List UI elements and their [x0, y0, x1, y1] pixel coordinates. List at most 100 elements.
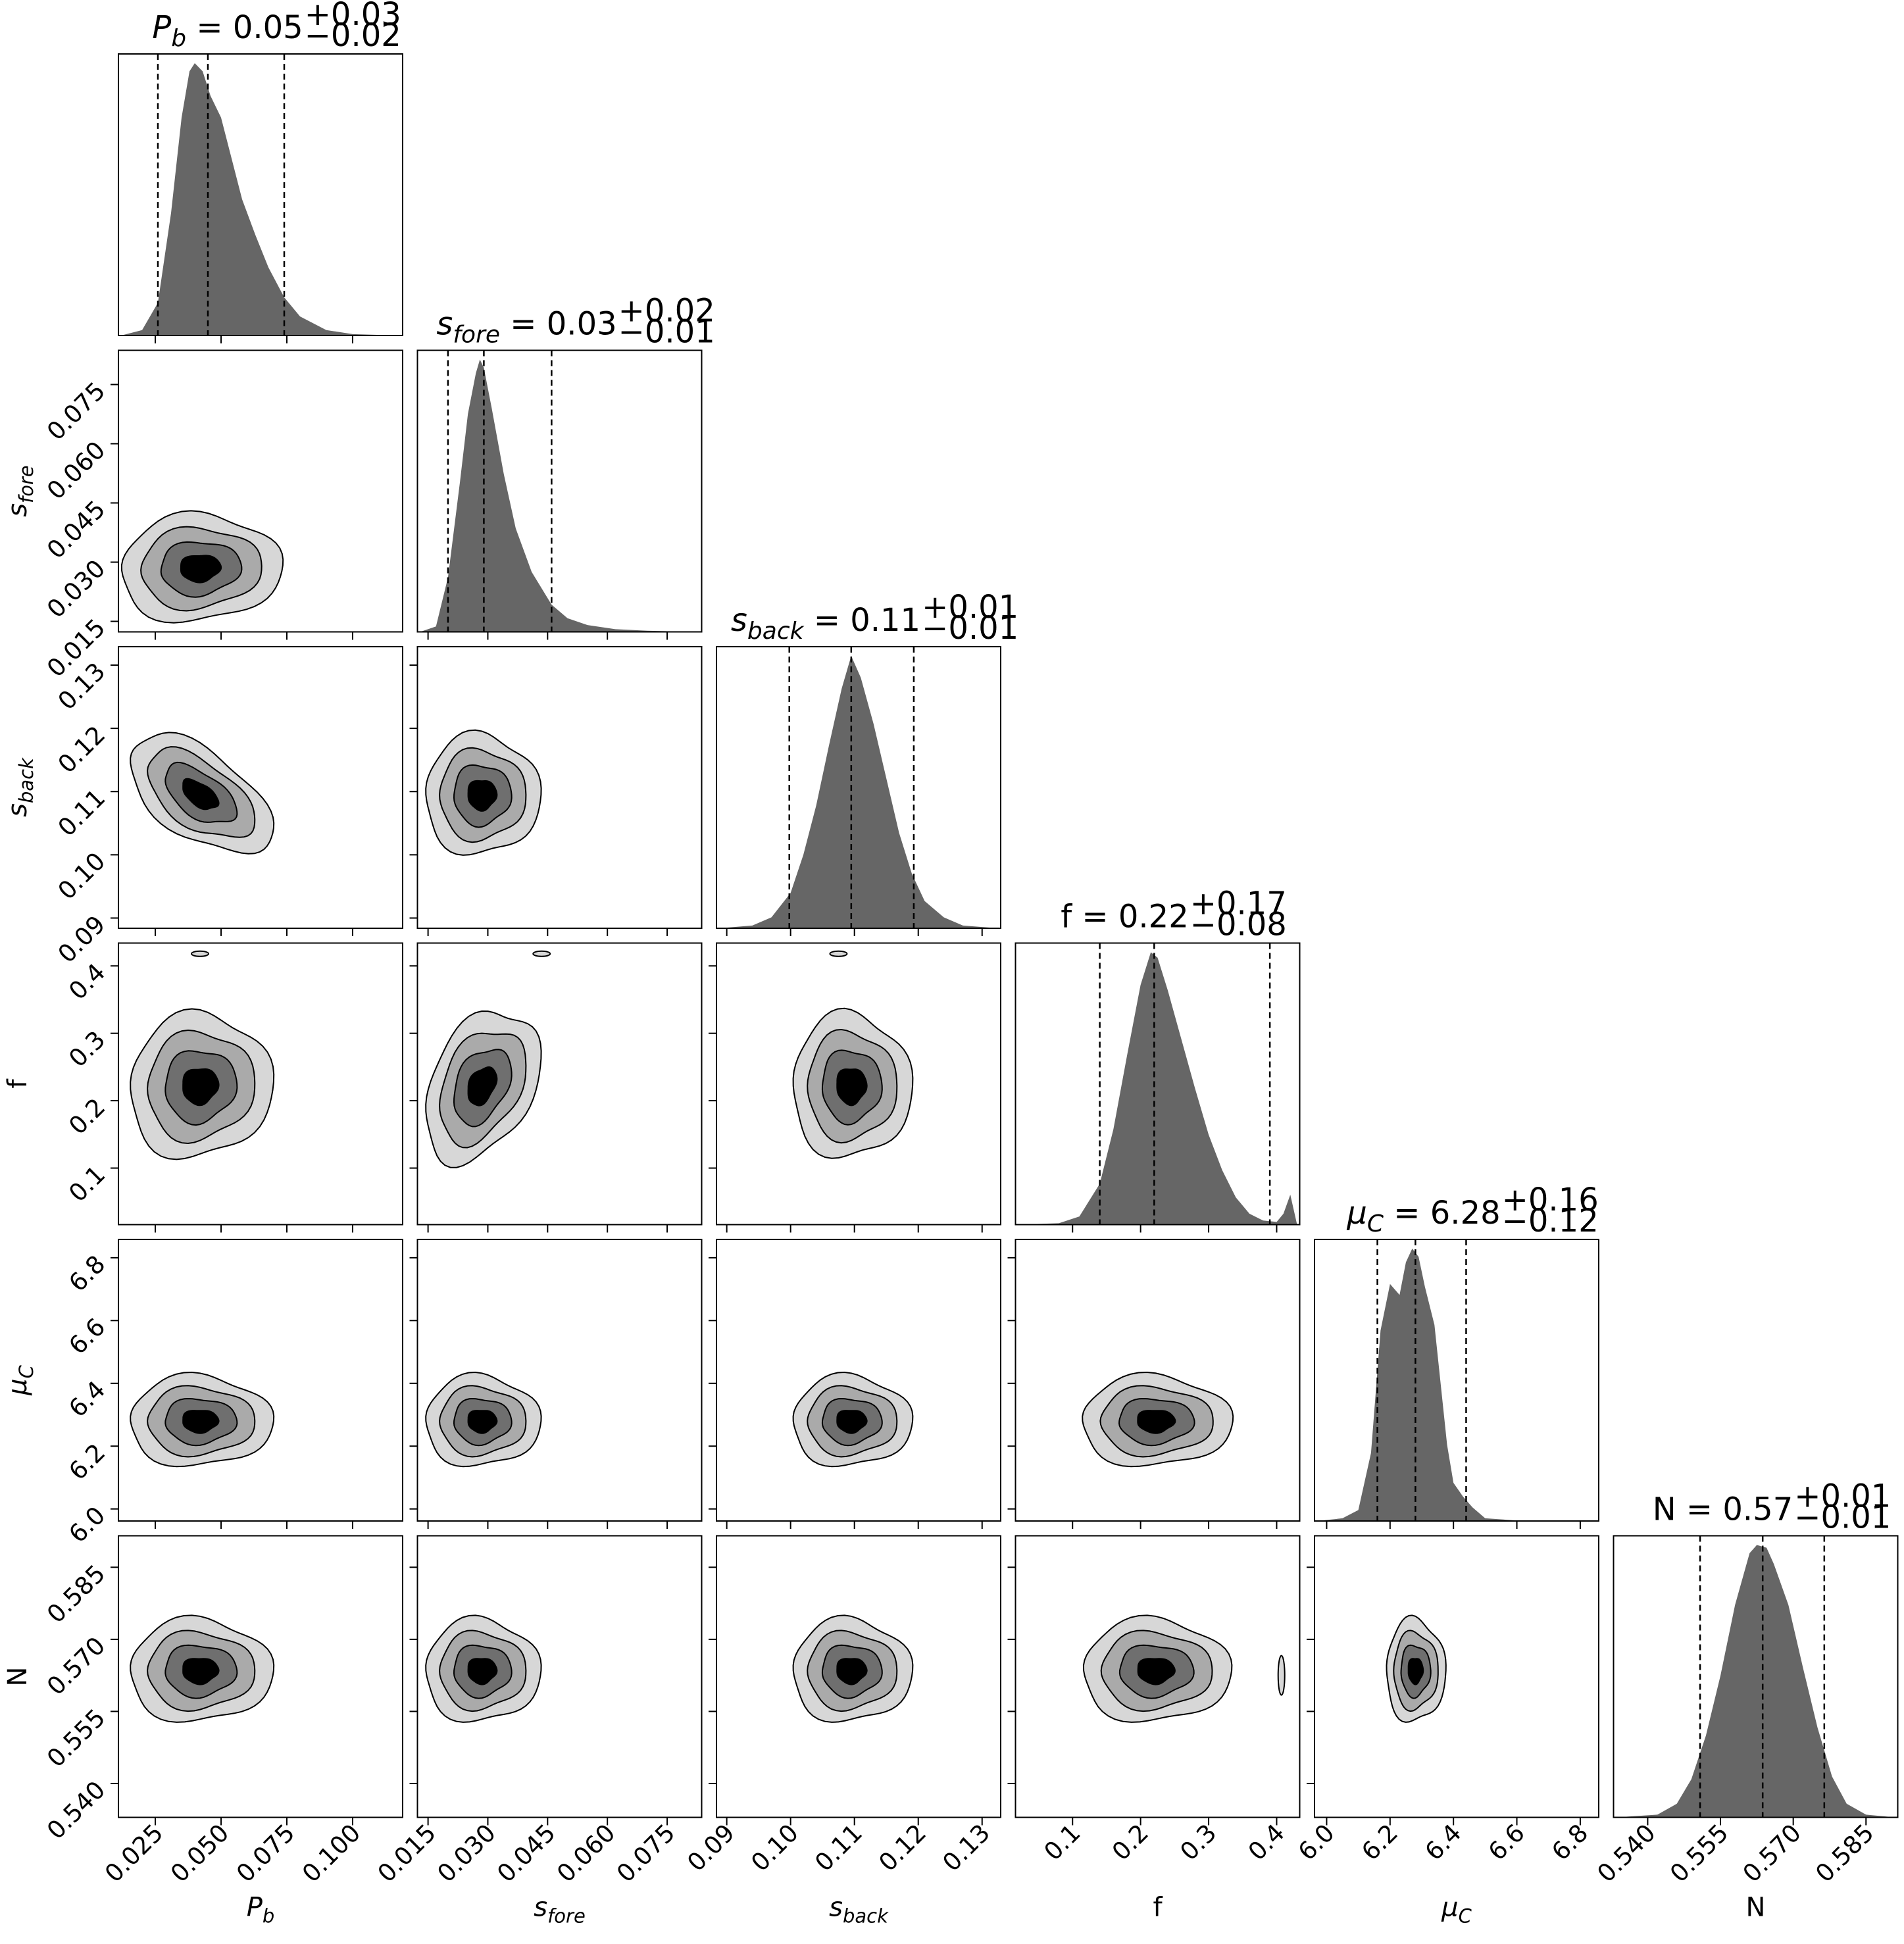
contour-level-4 — [182, 1410, 220, 1434]
joint-panel-sback-vs-pb — [118, 646, 403, 929]
joint-panel-muc-vs-f — [1015, 1239, 1301, 1522]
y-axis-label-sfore: sfore — [3, 465, 38, 517]
contour-level-4 — [182, 778, 220, 810]
title-minus-sback: −0.01 — [922, 610, 1018, 647]
joint-panel-muc-vs-sback — [716, 1239, 1001, 1522]
contour-island — [829, 950, 848, 957]
joint-panel-n-vs-muc — [1314, 1535, 1599, 1818]
title-plus-f: +0.17 — [1190, 885, 1287, 922]
title-n: N = 0.57 — [1653, 1491, 1793, 1528]
panel-frame — [118, 942, 403, 1226]
panel-frame — [1015, 942, 1301, 1226]
y-tick-label-sfore: 0.045 — [41, 495, 111, 564]
y-tick-label-sback: 0.11 — [53, 784, 111, 842]
x-tick-label-muc: 6.4 — [1420, 1818, 1467, 1866]
y-tick-label-muc: 6.8 — [63, 1250, 111, 1297]
x-tick-label-muc: 6.0 — [1293, 1818, 1340, 1866]
contour-level-4 — [1137, 1658, 1176, 1685]
x-tick-label-muc: 6.2 — [1356, 1818, 1403, 1866]
x-tick-label-sfore: 0.030 — [432, 1818, 501, 1887]
title-plus-sback: +0.01 — [922, 589, 1018, 626]
marginal-panel-pb — [118, 53, 403, 336]
y-tick-label-sfore: 0.030 — [41, 554, 111, 623]
contour-level-4 — [467, 1410, 498, 1434]
title-plus-sfore: +0.02 — [618, 293, 715, 330]
x-axis-label-sback: sback — [829, 1893, 889, 1928]
marginal-panel-muc — [1314, 1239, 1599, 1522]
x-tick-label-n: 0.555 — [1665, 1818, 1734, 1887]
marginal-panel-sback — [716, 646, 1001, 929]
contour-level-4 — [1137, 1410, 1176, 1434]
y-tick-label-sfore: 0.075 — [41, 376, 111, 445]
y-tick-label-n: 0.585 — [41, 1559, 111, 1628]
title-minus-n: −0.01 — [1794, 1499, 1891, 1536]
contour-level-4 — [467, 1066, 498, 1107]
x-tick-label-pb: 0.100 — [297, 1818, 366, 1887]
contour-level-4 — [180, 555, 222, 584]
contour-level-4 — [836, 1658, 868, 1685]
x-tick-label-pb: 0.075 — [231, 1818, 300, 1887]
y-tick-label-muc: 6.0 — [63, 1501, 111, 1549]
joint-panel-n-vs-sfore — [416, 1535, 703, 1818]
x-axis-label-n: N — [1746, 1893, 1766, 1923]
y-axis-label-sback: sback — [3, 757, 38, 817]
panel-bg — [118, 1239, 403, 1521]
x-tick-label-sfore: 0.060 — [551, 1818, 620, 1887]
x-tick-label-sback: 0.10 — [745, 1818, 804, 1877]
contour-level-4 — [182, 1658, 220, 1685]
y-tick-label-muc: 6.6 — [63, 1312, 111, 1360]
x-tick-label-f: 0.4 — [1243, 1818, 1290, 1866]
joint-panel-muc-vs-sfore — [416, 1239, 703, 1522]
title-pb: Pb = 0.05 — [152, 9, 303, 52]
title-minus-sfore: −0.01 — [618, 314, 715, 351]
x-tick-label-pb: 0.025 — [99, 1818, 168, 1887]
contour-level-4 — [836, 1410, 868, 1434]
contour-level-4 — [467, 1658, 498, 1685]
joint-panel-sback-vs-sfore — [416, 646, 703, 929]
x-tick-label-n: 0.540 — [1591, 1818, 1661, 1887]
contour-island — [191, 950, 209, 957]
x-tick-label-sfore: 0.015 — [372, 1818, 441, 1887]
x-tick-label-f: 0.2 — [1107, 1818, 1154, 1866]
title-sback: sback = 0.11 — [731, 602, 920, 645]
x-tick-label-pb: 0.050 — [165, 1818, 234, 1887]
panel-frame — [1613, 1535, 1899, 1818]
y-axis-label-f: f — [3, 1079, 33, 1089]
panel-frame — [416, 1239, 703, 1522]
x-tick-label-sback: 0.12 — [873, 1818, 932, 1877]
x-axis-label-muc: μC — [1441, 1893, 1472, 1928]
panel-frame — [1015, 1239, 1301, 1522]
panel-frame — [1015, 1535, 1301, 1818]
title-minus-pb: −0.02 — [305, 17, 401, 54]
x-tick-label-n: 0.585 — [1810, 1818, 1879, 1887]
panel-frame — [416, 942, 703, 1226]
title-minus-f: −0.08 — [1190, 907, 1287, 943]
panel-frame — [416, 646, 703, 929]
y-tick-label-sback: 0.10 — [53, 847, 111, 905]
histogram-sback — [719, 656, 998, 928]
panel-bg — [1315, 1535, 1599, 1818]
panel-frame — [118, 1535, 403, 1818]
joint-panel-n-vs-f — [1015, 1535, 1301, 1818]
histogram-sfore — [420, 359, 699, 632]
histogram-muc — [1317, 1249, 1596, 1521]
marginal-panel-f — [1015, 942, 1301, 1226]
contour-island — [1277, 1655, 1286, 1696]
panel-frame — [118, 1239, 403, 1522]
x-tick-label-n: 0.570 — [1738, 1818, 1807, 1887]
y-tick-label-n: 0.555 — [41, 1703, 111, 1772]
x-axis-label-f: f — [1153, 1893, 1163, 1923]
x-tick-label-f: 0.1 — [1039, 1818, 1086, 1866]
y-tick-label-sfore: 0.060 — [41, 436, 111, 505]
panel-frame — [716, 646, 1001, 929]
panel-frame — [118, 349, 403, 633]
marginal-panel-sfore — [416, 349, 703, 633]
y-tick-label-n: 0.570 — [41, 1632, 111, 1701]
title-f: f = 0.22 — [1061, 899, 1189, 935]
x-tick-label-sfore: 0.045 — [491, 1818, 561, 1887]
panel-frame — [716, 1535, 1001, 1818]
y-tick-label-f: 0.3 — [63, 1026, 111, 1073]
y-tick-label-sback: 0.12 — [53, 720, 111, 779]
x-tick-label-f: 0.3 — [1174, 1818, 1222, 1866]
